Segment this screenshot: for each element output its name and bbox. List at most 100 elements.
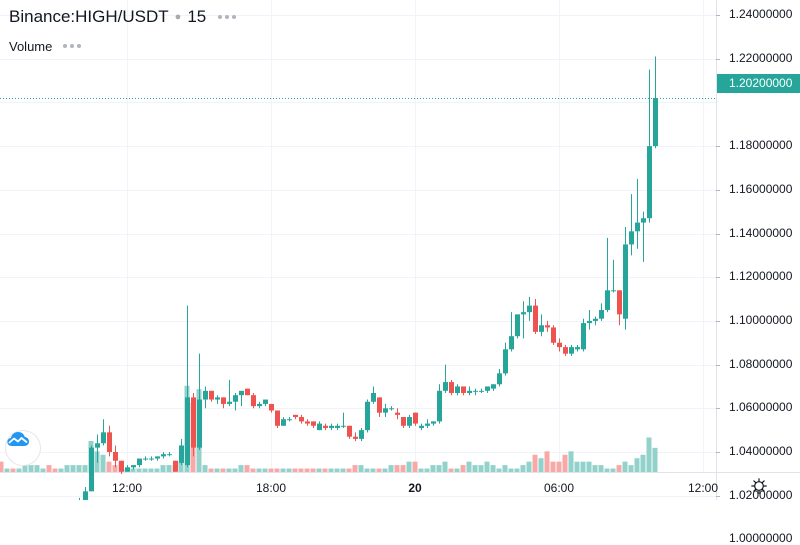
candle-up[interactable] xyxy=(227,401,232,404)
candle-up[interactable] xyxy=(407,417,412,426)
candle-up[interactable] xyxy=(371,393,376,402)
candle-down[interactable] xyxy=(191,397,196,448)
candle-up[interactable] xyxy=(335,425,340,428)
candle-up[interactable] xyxy=(197,399,202,448)
candle-up[interactable] xyxy=(629,231,634,245)
candle-up[interactable] xyxy=(203,390,208,400)
candle-up[interactable] xyxy=(233,395,238,402)
candle-up[interactable] xyxy=(611,290,616,292)
candle-down[interactable] xyxy=(299,417,304,422)
candle-down[interactable] xyxy=(221,397,226,404)
candle-up[interactable] xyxy=(125,467,130,472)
candle-down[interactable] xyxy=(245,388,250,396)
candle-up[interactable] xyxy=(491,384,496,389)
candle-up[interactable] xyxy=(587,320,592,324)
candle-down[interactable] xyxy=(107,432,112,452)
candle-down[interactable] xyxy=(617,290,622,315)
candle-down[interactable] xyxy=(557,342,562,348)
settings-button[interactable] xyxy=(751,478,769,496)
candle-down[interactable] xyxy=(173,460,178,472)
candle-down[interactable] xyxy=(395,412,400,415)
candle-up[interactable] xyxy=(95,443,100,448)
candle-down[interactable] xyxy=(119,460,124,472)
candle-up[interactable] xyxy=(443,382,448,391)
candle-up[interactable] xyxy=(485,386,490,391)
candle-down[interactable] xyxy=(311,421,316,426)
candle-up[interactable] xyxy=(359,430,364,439)
candle-up[interactable] xyxy=(155,456,160,459)
candle-down[interactable] xyxy=(269,403,274,411)
candle-down[interactable] xyxy=(401,417,406,426)
candle-up[interactable] xyxy=(161,454,166,457)
candle-up[interactable] xyxy=(467,390,472,394)
candle-up[interactable] xyxy=(437,390,442,422)
candle-down[interactable] xyxy=(305,421,310,424)
candle-up[interactable] xyxy=(503,349,508,374)
candle-up[interactable] xyxy=(575,347,580,350)
candle-up[interactable] xyxy=(341,425,346,427)
candle-down[interactable] xyxy=(323,425,328,428)
candle-up[interactable] xyxy=(497,373,502,385)
candle-up[interactable] xyxy=(239,390,244,396)
candle-down[interactable] xyxy=(353,436,358,439)
candle-up[interactable] xyxy=(83,491,88,500)
candle-up[interactable] xyxy=(215,397,220,400)
candle-up[interactable] xyxy=(131,465,136,468)
candle-down[interactable] xyxy=(551,327,556,343)
candle-up[interactable] xyxy=(509,336,514,350)
candle-up[interactable] xyxy=(521,312,526,315)
candle-up[interactable] xyxy=(647,146,652,219)
candle-down[interactable] xyxy=(251,395,256,407)
candle-down[interactable] xyxy=(377,397,382,413)
candle-up[interactable] xyxy=(167,454,172,456)
candle-up[interactable] xyxy=(605,290,610,310)
candle-up[interactable] xyxy=(185,397,190,466)
tradingview-logo-button[interactable] xyxy=(6,431,40,465)
candle-up[interactable] xyxy=(599,309,604,319)
candle-down[interactable] xyxy=(545,325,550,328)
candle-up[interactable] xyxy=(515,314,520,337)
candle-up[interactable] xyxy=(329,425,334,428)
candle-up[interactable] xyxy=(653,98,658,147)
candle-up[interactable] xyxy=(365,401,370,431)
candle-down[interactable] xyxy=(275,410,280,426)
candle-up[interactable] xyxy=(623,244,628,319)
candle-up[interactable] xyxy=(383,408,388,413)
candle-up[interactable] xyxy=(179,445,184,463)
candle-up[interactable] xyxy=(455,386,460,394)
candle-down[interactable] xyxy=(413,412,418,424)
symbol-more-icon[interactable] xyxy=(218,15,237,19)
candle-up[interactable] xyxy=(641,218,646,223)
candle-down[interactable] xyxy=(209,390,214,400)
candle-up[interactable] xyxy=(89,447,94,492)
candle-up[interactable] xyxy=(473,390,478,392)
candle-down[interactable] xyxy=(461,386,466,394)
candle-up[interactable] xyxy=(287,419,292,421)
candle-up[interactable] xyxy=(635,222,640,232)
candle-up[interactable] xyxy=(593,318,598,321)
candle-up[interactable] xyxy=(257,403,262,407)
candle-up[interactable] xyxy=(101,432,106,444)
candle-up[interactable] xyxy=(317,423,322,431)
candle-up[interactable] xyxy=(479,390,484,392)
candle-up[interactable] xyxy=(419,425,424,428)
candle-up[interactable] xyxy=(143,458,148,460)
candle-up[interactable] xyxy=(281,419,286,426)
candle-down[interactable] xyxy=(533,305,538,332)
candle-down[interactable] xyxy=(347,425,352,437)
candle-up[interactable] xyxy=(431,421,436,424)
candle-up[interactable] xyxy=(527,305,532,313)
candle-up[interactable] xyxy=(137,458,142,466)
volume-more-icon[interactable] xyxy=(63,44,82,48)
candle-up[interactable] xyxy=(539,325,544,332)
candle-down[interactable] xyxy=(449,382,454,394)
symbol-legend-row[interactable]: Binance:HIGH/USDT ● 15 xyxy=(9,6,237,28)
volume-legend-row[interactable]: Volume xyxy=(9,35,236,57)
candle-down[interactable] xyxy=(113,452,118,461)
candle-up[interactable] xyxy=(149,458,154,460)
candle-up[interactable] xyxy=(425,423,430,426)
candlestick-chart[interactable] xyxy=(0,0,800,500)
candle-up[interactable] xyxy=(389,408,394,410)
candle-up[interactable] xyxy=(581,323,586,350)
